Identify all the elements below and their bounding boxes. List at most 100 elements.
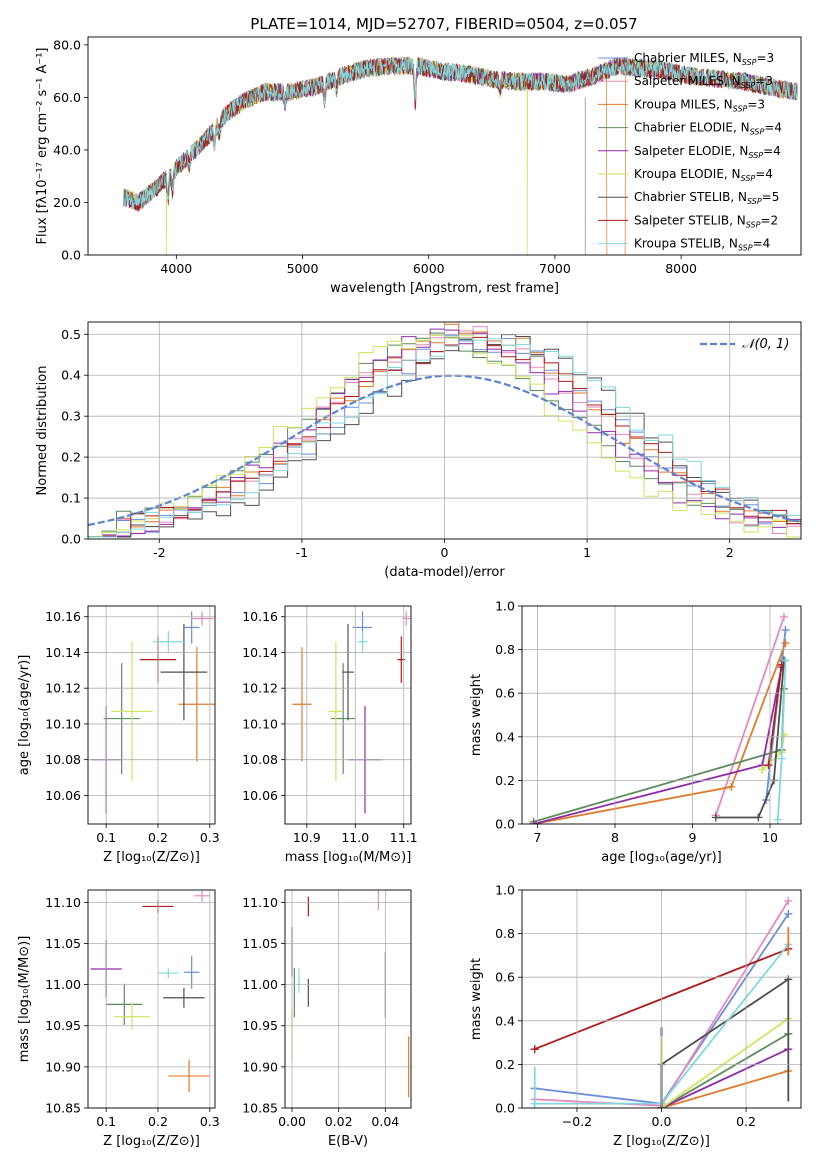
legend-entry: Salpeter MILES, NSSP=3 — [634, 74, 773, 90]
weight-point-marker — [777, 660, 786, 669]
x-tick-label: 2 — [726, 545, 734, 560]
legend-entry-sub: SSP — [748, 151, 763, 160]
axes-frame — [521, 605, 802, 825]
legend-entry-name: Kroupa MILES, N — [634, 97, 733, 111]
legend-entry-sub: SSP — [741, 174, 756, 183]
y-tick-label: 80.0 — [53, 37, 81, 52]
y-tick-label: 0.4 — [61, 368, 81, 383]
x-axis-label: Z [log₁₀(Z/Z⊙)] — [103, 1134, 200, 1149]
legend-entry: Salpeter ELODIE, NSSP=4 — [634, 144, 781, 160]
weight-series-line — [661, 1033, 789, 1108]
error-bar-point — [292, 647, 312, 762]
error-bar-point — [106, 983, 143, 1025]
weight-series-line — [715, 660, 785, 819]
y-tick-label: 0.6 — [495, 686, 515, 701]
y-tick-label: 11.05 — [242, 936, 278, 951]
y-tick-label: 0.8 — [495, 642, 515, 657]
y-tick-label: 10.12 — [45, 681, 81, 696]
x-tick-label: 0.1 — [96, 1114, 116, 1129]
legend-entry-sub: SSP — [741, 81, 756, 90]
axes-frame — [521, 889, 802, 1109]
x-axis-label: age [log₁₀(age/yr)] — [601, 850, 722, 865]
error-bar-point — [194, 890, 210, 903]
weight-series-line — [714, 616, 785, 816]
legend-entry: Kroupa ELODIE, NSSP=4 — [634, 167, 773, 183]
legend-entry-tail: =3 — [755, 74, 773, 88]
y-tick-label: 0.3 — [61, 409, 81, 424]
plots-layer: 4000 5000 6000 7000 80000.020.040.060.080.0w… — [17, 36, 802, 1149]
x-tick-label: 0.1 — [96, 830, 116, 845]
legend-entry: 𝒩(0, 1) — [742, 337, 789, 352]
x-tick-label: 5000 — [287, 261, 319, 276]
x-tick-label: 11.0 — [341, 830, 369, 845]
x-tick-label: 6000 — [413, 261, 445, 276]
x-tick-label: −0.2 — [562, 1114, 592, 1129]
error-bar-point — [342, 623, 354, 721]
error-bar-point — [160, 623, 208, 721]
x-tick-label: 0.2 — [736, 1114, 756, 1129]
legend-entry-tail: =4 — [753, 237, 771, 251]
weight-point-marker — [784, 909, 793, 918]
x-tick-label: 8 — [611, 830, 619, 845]
weight-point-marker — [764, 761, 773, 770]
y-tick-label: 10.10 — [45, 716, 81, 731]
weight-series-line — [767, 664, 783, 766]
legend-entry-name: Salpeter STELIB, N — [634, 213, 746, 227]
weight-point-marker — [784, 896, 793, 905]
x-axis-label: Z [log₁₀(Z/Z⊙)] — [103, 850, 200, 865]
age-vs-Z-plot-area — [90, 611, 215, 814]
weight-series-line — [533, 688, 785, 823]
legend-entry-name: Chabrier MILES, N — [634, 51, 742, 65]
weight-point-marker — [758, 765, 767, 774]
x-tick-label: 0.2 — [148, 1114, 168, 1129]
y-tick-label: 0.8 — [495, 926, 515, 941]
y-axis-label: mass [log₁₀(M/M⊙)] — [17, 936, 32, 1063]
legend-entry-name: Chabrier STELIB, N — [634, 190, 747, 204]
weight-point-marker — [781, 625, 790, 634]
x-tick-label: -2 — [153, 545, 165, 560]
weight-point-marker — [529, 820, 538, 824]
x-tick-label: 0.3 — [200, 830, 220, 845]
y-tick-label: 10.08 — [45, 752, 81, 767]
age-vs-Z-panel: 0.1 0.2 0.3 10.06 10.08 10.10 10.12 10.14 10.16 Z… — [17, 605, 220, 865]
x-tick-label: 0.00 — [278, 1114, 306, 1129]
legend-entry-sub: SSP — [746, 220, 761, 229]
x-tick-label: 0.04 — [371, 1114, 399, 1129]
error-bar-point — [103, 663, 140, 774]
weight-point-marker — [781, 656, 790, 665]
x-axis-label: Z [log₁₀(Z/Z⊙)] — [613, 1134, 710, 1149]
y-tick-label: 10.16 — [45, 609, 81, 624]
legend-entry-sub: SSP — [738, 244, 753, 253]
error-bar-point — [183, 611, 200, 644]
legend-entry-name: Kroupa STELIB, N — [634, 237, 738, 251]
y-tick-label: 0.0 — [61, 248, 81, 263]
legend-entry: Chabrier ELODIE, NSSP=4 — [634, 121, 782, 137]
age-vs-mass-plot-area — [292, 611, 411, 814]
axes-frame — [87, 321, 802, 540]
y-axis-label: Flux [fλ10⁻¹⁷ erg cm⁻² s⁻¹ A⁻¹] — [35, 48, 50, 245]
weight-vs-Z-panel: −0.2 0.0 0.2 0.0 0.2 0.4 0.6 0.8 1.0 Z [log₁₀(Z/Z… — [469, 883, 802, 1149]
x-tick-label: 0.0 — [652, 1114, 672, 1129]
y-tick-label: 1.0 — [495, 599, 515, 614]
y-tick-label: 0.6 — [495, 970, 515, 985]
spectrum-panel: 4000 5000 6000 7000 8000 0.0 20.0 40.0 60.0 80.0 w… — [35, 36, 802, 296]
residuals-panel: -2 -1 0 1 2 0.0 0.1 0.2 0.3 0.4 0.5 (data-model)/er… — [35, 321, 802, 580]
x-tick-label: 0.3 — [200, 1114, 220, 1129]
y-tick-label: 40.0 — [53, 142, 81, 157]
y-tick-label: 10.08 — [242, 752, 278, 767]
error-bar-point — [328, 641, 344, 782]
legend-entry-tail: =4 — [764, 121, 782, 135]
y-axis-label: mass weight — [469, 958, 484, 1040]
weight-series-line — [533, 642, 787, 824]
x-tick-label: 0.02 — [325, 1114, 353, 1129]
residual-legend: 𝒩(0, 1) — [700, 337, 789, 352]
y-tick-label: 0.2 — [61, 450, 81, 465]
legend-entry: Salpeter STELIB, NSSP=2 — [634, 213, 778, 229]
axes-frame — [284, 605, 412, 825]
weight-point-marker — [773, 815, 782, 824]
legend-entry-sub: SSP — [750, 128, 765, 137]
y-axis-label: mass weight — [469, 674, 484, 756]
error-bar-point — [163, 987, 205, 1008]
x-tick-label: -1 — [296, 545, 308, 560]
legend-entry-tail: =4 — [755, 167, 773, 181]
